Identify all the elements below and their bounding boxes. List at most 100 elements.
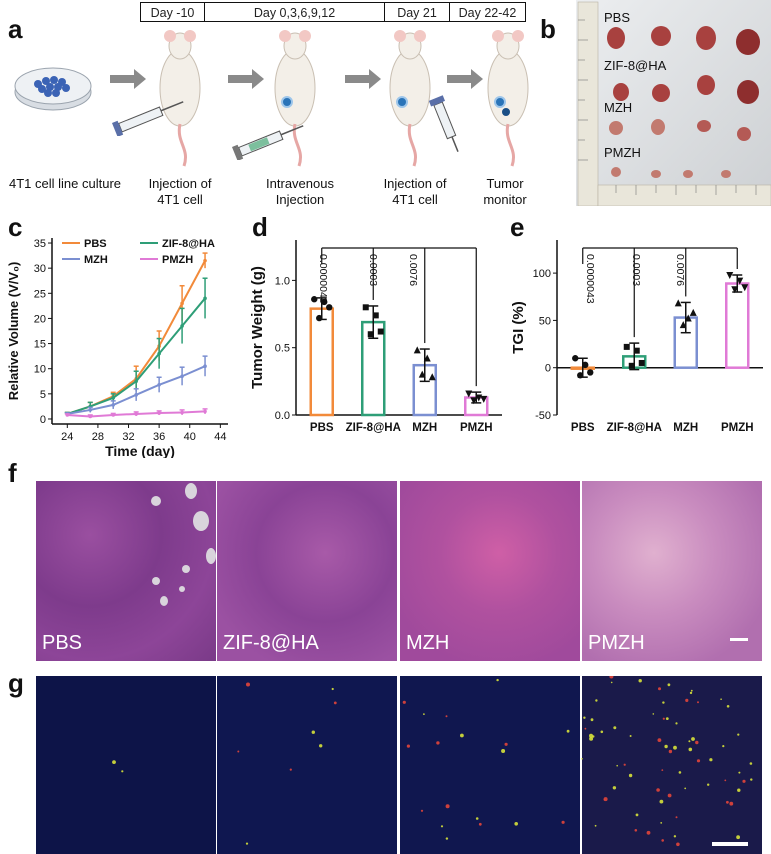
panel-label-d: d <box>252 212 268 242</box>
p-value-1: 0.0003 <box>630 254 642 286</box>
fluor-spot-3-1 <box>675 816 678 819</box>
point-3-1 <box>731 286 739 294</box>
fluor-spot-3-16 <box>676 842 680 847</box>
panel-label-a: a <box>8 14 23 44</box>
fluor-spot-3-37 <box>603 797 608 802</box>
x-tick-label-3: PMZH <box>460 422 493 434</box>
fluor-spot-3-33 <box>675 722 678 725</box>
point-3-3 <box>741 284 749 292</box>
fluor-spot-2-3 <box>423 713 425 715</box>
scale-bar-he <box>730 638 748 641</box>
fluor-spot-3-4 <box>720 698 722 700</box>
point-0-2 <box>582 361 589 369</box>
y-tick-label-1: 0 <box>545 363 551 375</box>
fluor-spot-3-49 <box>724 779 727 782</box>
photo-label-pmzh: PMZH <box>604 145 641 160</box>
step-caption-1: 4T1 cell line culture <box>9 176 121 191</box>
data-point-1-3 <box>134 379 138 384</box>
x-tick-label-1: ZIF-8@HA <box>346 422 401 434</box>
he-image-pbs: PBS <box>36 481 216 661</box>
fluor-spot-2-1 <box>440 825 444 828</box>
bar-3 <box>725 282 750 369</box>
fluor-spot-2-7 <box>445 715 448 718</box>
data-point-3-0 <box>65 413 70 417</box>
fluor-spot-3-48 <box>589 733 593 738</box>
tumor-photo: PBS ZIF-8@HA MZH PMZH <box>576 0 771 206</box>
panel-label-e: e <box>510 212 525 242</box>
fluor-spot-2-12 <box>445 837 449 840</box>
fluor-spot-3-8 <box>707 783 710 786</box>
fluor-spot-3-20 <box>589 736 594 741</box>
y-tick-label-0: -50 <box>535 410 551 422</box>
fluor-spot-3-40 <box>628 773 633 778</box>
step-caption-2: Injection of 4T1 cell <box>148 176 212 207</box>
fluor-spot-2-5 <box>566 729 570 733</box>
point-3-2 <box>736 277 744 285</box>
point-1-2 <box>633 347 640 354</box>
point-3-3 <box>480 395 488 403</box>
fluor-spot-3-38 <box>629 735 632 737</box>
fluor-spot-3-50 <box>662 701 665 704</box>
he-label-pbs: PBS <box>42 632 83 654</box>
data-point-3-4 <box>157 411 161 415</box>
fluor-spot-3-42 <box>678 771 682 774</box>
fluor-spot-3-56 <box>609 676 614 679</box>
point-0-0 <box>311 296 318 303</box>
he-label-zif: ZIF-8@HA <box>223 632 319 654</box>
fluor-spot-2-13 <box>501 749 506 753</box>
data-point-2-2 <box>111 403 116 407</box>
fluor-spot-3-14 <box>661 839 664 842</box>
point-2-0 <box>413 346 421 354</box>
x-tick-label-4: 40 <box>184 431 196 443</box>
flow-arrow-2 <box>228 69 264 89</box>
scale-bar-fluor <box>712 842 748 846</box>
legend-label-0: PBS <box>84 238 107 250</box>
fluor-spot-3-65 <box>600 730 604 734</box>
fluor-spot-3-41 <box>750 778 753 781</box>
y-tick-label-1: 5 <box>40 389 46 401</box>
relative-volume-chart: 0 5 10 15 20 25 30 35 24 28 32 36 40 44 Time (day) Rela… <box>6 238 228 458</box>
fluor-spot-3-21 <box>697 701 699 704</box>
fluor-spot-3-61 <box>583 716 586 719</box>
data-point-1-6 <box>203 296 207 301</box>
fluor-spot-3-51 <box>623 763 626 766</box>
fluor-spot-0-0 <box>121 770 124 773</box>
point-2-0 <box>674 299 682 307</box>
fluor-image-pmzh <box>582 676 762 854</box>
fluor-image-pbs <box>36 676 216 854</box>
data-point-2-3 <box>134 393 138 397</box>
data-point-0-5 <box>180 301 184 306</box>
point-2-2 <box>684 314 692 322</box>
petri-dish-icon <box>14 67 92 111</box>
fluor-spot-3-53 <box>581 758 583 760</box>
fluor-spot-3-58 <box>584 727 587 730</box>
fluor-spot-1-4 <box>237 750 240 753</box>
fluor-image-zif <box>217 676 397 854</box>
fluor-spot-3-34 <box>709 758 713 762</box>
fluor-spot-3-28 <box>665 717 669 720</box>
fluor-spot-3-46 <box>660 822 663 824</box>
fluor-spot-2-15 <box>420 809 424 812</box>
fluor-spot-3-25 <box>634 829 638 832</box>
fluor-spot-2-6 <box>475 817 479 820</box>
point-1-1 <box>367 331 374 338</box>
fluor-spot-3-30 <box>661 769 664 771</box>
mouse-icon-4 <box>487 30 529 167</box>
bar-0 <box>309 307 334 417</box>
he-image-pmzh: PMZH <box>582 481 762 661</box>
fluor-spot-3-62 <box>590 718 594 722</box>
fluor-spot-3-63 <box>673 835 677 838</box>
data-point-2-1 <box>88 408 93 412</box>
point-0-1 <box>316 314 323 322</box>
fluor-spot-3-15 <box>667 793 672 798</box>
photo-label-mzh: MZH <box>604 100 632 115</box>
legend-label-1: ZIF-8@HA <box>162 238 215 250</box>
point-1-0 <box>362 304 369 311</box>
fluor-spot-3-60 <box>685 698 689 702</box>
fluor-spot-2-4 <box>406 744 410 748</box>
mouse-icon-2 <box>274 30 316 167</box>
x-axis-label: Time (day) <box>105 443 175 458</box>
point-0-0 <box>572 355 579 362</box>
timeline-day-21: Day 21 <box>385 2 450 22</box>
point-0-1 <box>577 372 584 379</box>
